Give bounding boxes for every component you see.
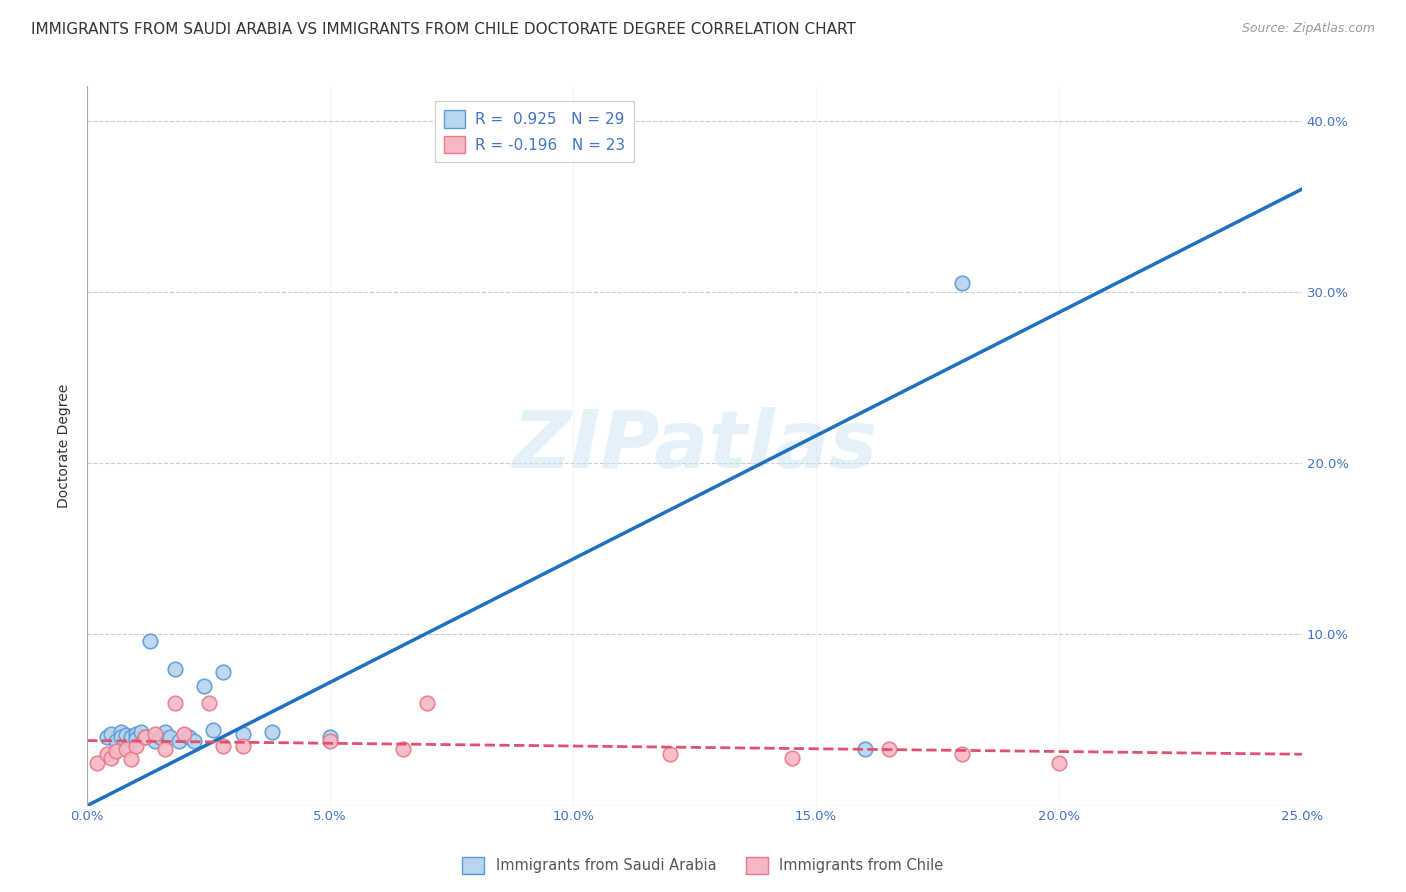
Point (173, 727, 195, 741)
Point (197, 696, 219, 710)
Y-axis label: Doctorate Degree: Doctorate Degree (58, 384, 72, 508)
Point (202, 723, 225, 738)
Point (139, 634, 162, 648)
Legend: R =  0.925   N = 29, R = -0.196   N = 23: R = 0.925 N = 29, R = -0.196 N = 23 (434, 101, 634, 162)
Point (96, 730, 118, 744)
Text: ZIPatlas: ZIPatlas (512, 407, 877, 485)
Point (143, 727, 166, 741)
Point (153, 725, 176, 739)
Point (120, 730, 142, 744)
Point (416, 696, 439, 710)
Point (134, 730, 156, 744)
Point (193, 679, 215, 693)
Point (853, 742, 876, 756)
Point (877, 742, 900, 756)
Point (179, 730, 201, 744)
Point (659, 747, 682, 762)
Point (950, 747, 973, 762)
Point (129, 725, 152, 739)
Point (100, 750, 122, 764)
Point (125, 731, 148, 746)
Point (319, 733, 342, 747)
Point (105, 744, 128, 758)
Point (183, 733, 205, 747)
Text: IMMIGRANTS FROM SAUDI ARABIA VS IMMIGRANTS FROM CHILE DOCTORATE DEGREE CORRELATI: IMMIGRANTS FROM SAUDI ARABIA VS IMMIGRAN… (31, 22, 856, 37)
Point (125, 739, 148, 753)
Point (96, 747, 118, 762)
Point (950, 277, 973, 291)
Point (110, 725, 132, 739)
Point (159, 730, 181, 744)
Point (120, 752, 142, 766)
Point (1047, 756, 1070, 770)
Point (260, 725, 283, 739)
Point (134, 730, 156, 744)
Legend: Immigrants from Saudi Arabia, Immigrants from Chile: Immigrants from Saudi Arabia, Immigrants… (457, 851, 949, 880)
Point (232, 727, 254, 741)
Point (125, 727, 148, 741)
Point (120, 733, 142, 747)
Point (149, 730, 172, 744)
Point (212, 665, 235, 679)
Point (163, 696, 186, 710)
Point (319, 730, 342, 744)
Point (212, 739, 235, 753)
Point (115, 728, 138, 742)
Point (232, 739, 254, 753)
Point (100, 727, 122, 741)
Point (86, 756, 108, 770)
Point (392, 742, 415, 756)
Point (153, 742, 176, 756)
Point (115, 742, 138, 756)
Point (110, 730, 132, 744)
Point (163, 662, 186, 676)
Point (143, 733, 166, 747)
Point (105, 733, 128, 747)
Text: Source: ZipAtlas.com: Source: ZipAtlas.com (1241, 22, 1375, 36)
Point (169, 733, 191, 747)
Point (780, 750, 803, 764)
